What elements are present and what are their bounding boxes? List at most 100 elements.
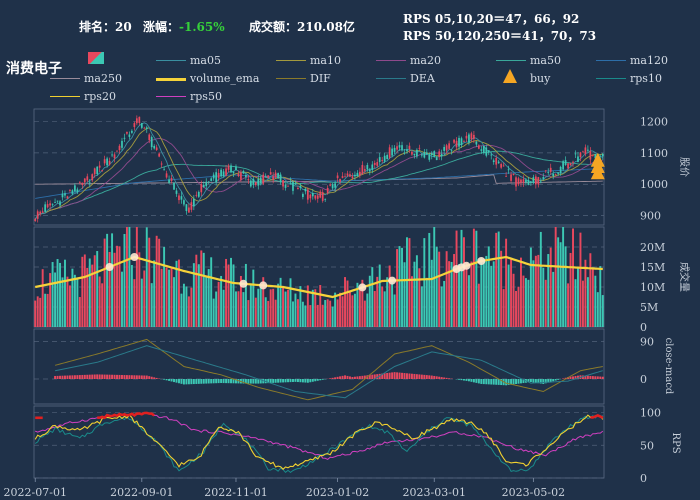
macd-histogram-bar xyxy=(155,377,158,379)
candle-body xyxy=(396,146,398,150)
volume-bar xyxy=(391,280,394,327)
candle-body xyxy=(473,134,475,139)
candle-body xyxy=(534,176,537,185)
macd-histogram-bar xyxy=(487,379,490,385)
volume-bar xyxy=(64,259,66,327)
macd-histogram-bar xyxy=(415,374,418,379)
candle-body xyxy=(44,204,47,212)
macd-histogram-bar xyxy=(577,375,579,379)
candle-body xyxy=(69,189,71,191)
candle-body xyxy=(133,123,136,128)
candle-body xyxy=(465,135,468,139)
volume-bar xyxy=(165,267,168,327)
volume-bar xyxy=(113,252,116,327)
candle-body xyxy=(438,151,441,157)
volume-bar xyxy=(470,261,473,327)
macd-histogram-bar xyxy=(358,376,361,379)
candle-body xyxy=(487,150,490,153)
macd-histogram-bar xyxy=(200,379,203,384)
candle-body xyxy=(440,154,443,157)
volume-bar xyxy=(520,257,522,327)
candle-body xyxy=(386,154,389,160)
volume-bar xyxy=(445,251,448,327)
candle-body xyxy=(168,179,170,183)
candle-body xyxy=(314,195,317,199)
candle-body xyxy=(403,152,406,154)
candle-body xyxy=(284,184,287,188)
candle-body xyxy=(88,182,91,184)
volume-bar xyxy=(453,254,456,327)
price-tick-label: 1100 xyxy=(640,147,668,160)
macd-histogram-bar xyxy=(507,379,510,385)
rps-line-1: RPS 05,10,20＝47，66，92 xyxy=(403,12,580,26)
macd-histogram-bar xyxy=(349,376,351,379)
candle-body xyxy=(480,149,483,151)
candle-body xyxy=(549,167,552,172)
candle-body xyxy=(587,149,589,151)
rps50-line xyxy=(35,412,604,460)
volume-tick-label: 0 xyxy=(640,321,647,334)
volume-bar xyxy=(371,267,374,327)
volume-bar xyxy=(116,245,118,327)
x-tick-label: 2023-03-01 xyxy=(403,486,466,499)
candle-body xyxy=(589,151,592,160)
candle-body xyxy=(304,188,307,192)
volume-bar xyxy=(252,269,255,327)
volume-bar xyxy=(381,286,384,327)
macd-histogram-bar xyxy=(346,375,349,379)
candle-body xyxy=(591,155,594,156)
candle-body xyxy=(497,161,500,164)
macd-histogram-bar xyxy=(135,375,138,379)
macd-histogram-bar xyxy=(517,379,520,384)
volume-bar xyxy=(572,228,574,327)
candle-body xyxy=(522,179,525,183)
volume-bar xyxy=(512,273,515,327)
volume-bar xyxy=(524,278,527,327)
candle-body xyxy=(232,171,235,174)
legend-label-buy: buy xyxy=(530,72,551,85)
macd-histogram-bar xyxy=(113,374,116,379)
legend-label-ma20: ma20 xyxy=(410,54,441,67)
macd-histogram-bar xyxy=(341,375,344,379)
volume-bar xyxy=(505,238,508,327)
volume-bar xyxy=(529,247,532,327)
macd-histogram-bar xyxy=(601,376,604,379)
candle-body xyxy=(36,211,39,219)
candle-body xyxy=(259,177,262,184)
candle-body xyxy=(334,183,336,188)
volume-bar xyxy=(153,260,156,327)
candle-body xyxy=(56,200,59,202)
volume-bar xyxy=(54,272,57,327)
candle-body xyxy=(235,166,237,171)
candle-body xyxy=(544,170,547,172)
volume-bar xyxy=(168,269,171,327)
macd-histogram-bar xyxy=(353,376,356,379)
volume-bar xyxy=(485,255,488,327)
candle-body xyxy=(468,134,470,143)
candle-body xyxy=(428,154,431,160)
price-axis-label: 股价 xyxy=(678,157,690,177)
macd-histogram-bar xyxy=(465,379,468,381)
x-tick-label: 2022-09-01 xyxy=(110,486,173,499)
rps-high-segment xyxy=(590,413,604,419)
macd-histogram-bar xyxy=(336,376,339,379)
candle-body xyxy=(329,184,332,186)
price-tick-label: 1200 xyxy=(640,116,668,129)
candle-body xyxy=(326,187,329,194)
macd-histogram-bar xyxy=(282,379,285,383)
volume-bar xyxy=(599,266,602,327)
macd-histogram-bar xyxy=(373,374,376,379)
macd-histogram-bar xyxy=(351,376,354,379)
volume-bar xyxy=(386,277,389,327)
volume-bar xyxy=(235,291,237,327)
volume-ema-marker xyxy=(105,263,114,271)
candle-body xyxy=(532,177,535,183)
volume-bar xyxy=(81,256,84,327)
volume-bar xyxy=(517,286,520,327)
volume-bar xyxy=(212,298,215,327)
macd-histogram-bar xyxy=(296,379,299,383)
candle-body xyxy=(559,166,562,173)
macd-histogram-bar xyxy=(173,379,175,383)
candle-body xyxy=(420,154,423,156)
volume-bar xyxy=(581,280,584,327)
